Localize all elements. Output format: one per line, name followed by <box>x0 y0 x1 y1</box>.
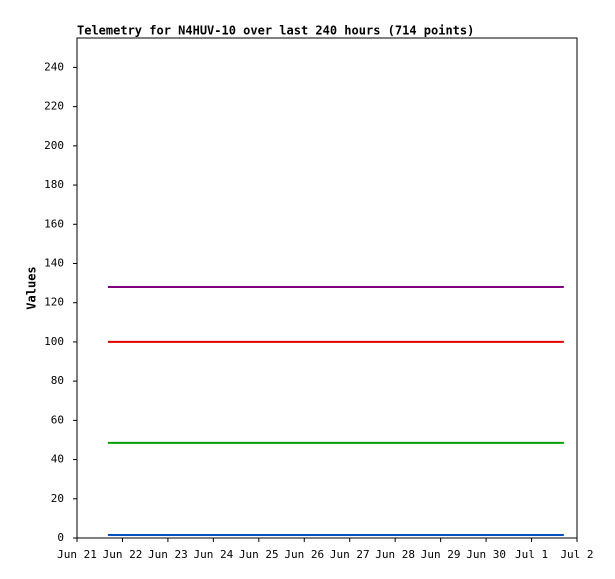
plot-frame <box>76 37 578 539</box>
y-tick-label: 20 <box>51 492 64 505</box>
x-tick-label: Jun 21 <box>57 548 97 561</box>
y-tick-label: 120 <box>44 296 64 309</box>
x-tick-label: Jun 27 <box>330 548 370 561</box>
y-tick-label: 60 <box>51 413 64 426</box>
y-tick-label: 140 <box>44 256 64 269</box>
x-tick-label: Jun 22 <box>103 548 143 561</box>
x-tick-label: Jul 2 <box>560 548 593 561</box>
chart-title: Telemetry for N4HUV-10 over last 240 hou… <box>77 24 474 38</box>
x-tick-label: Jun 28 <box>375 548 415 561</box>
y-axis-label: Values <box>25 266 39 309</box>
x-tick-label: Jun 24 <box>193 548 233 561</box>
x-tick-label: Jun 23 <box>148 548 188 561</box>
y-tick-label: 240 <box>44 60 64 73</box>
x-tick-label: Jun 26 <box>284 548 324 561</box>
x-tick-label: Jun 30 <box>466 548 506 561</box>
y-tick-label: 160 <box>44 217 64 230</box>
y-tick-label: 180 <box>44 178 64 191</box>
x-tick-label: Jun 29 <box>421 548 461 561</box>
y-tick-label: 100 <box>44 335 64 348</box>
y-tick-label: 80 <box>51 374 64 387</box>
y-tick-label: 40 <box>51 453 64 466</box>
y-tick-label: 220 <box>44 100 64 113</box>
x-tick-label: Jul 1 <box>515 548 548 561</box>
x-tick-label: Jun 25 <box>239 548 279 561</box>
y-tick-label: 200 <box>44 139 64 152</box>
y-tick-label: 0 <box>57 531 64 544</box>
